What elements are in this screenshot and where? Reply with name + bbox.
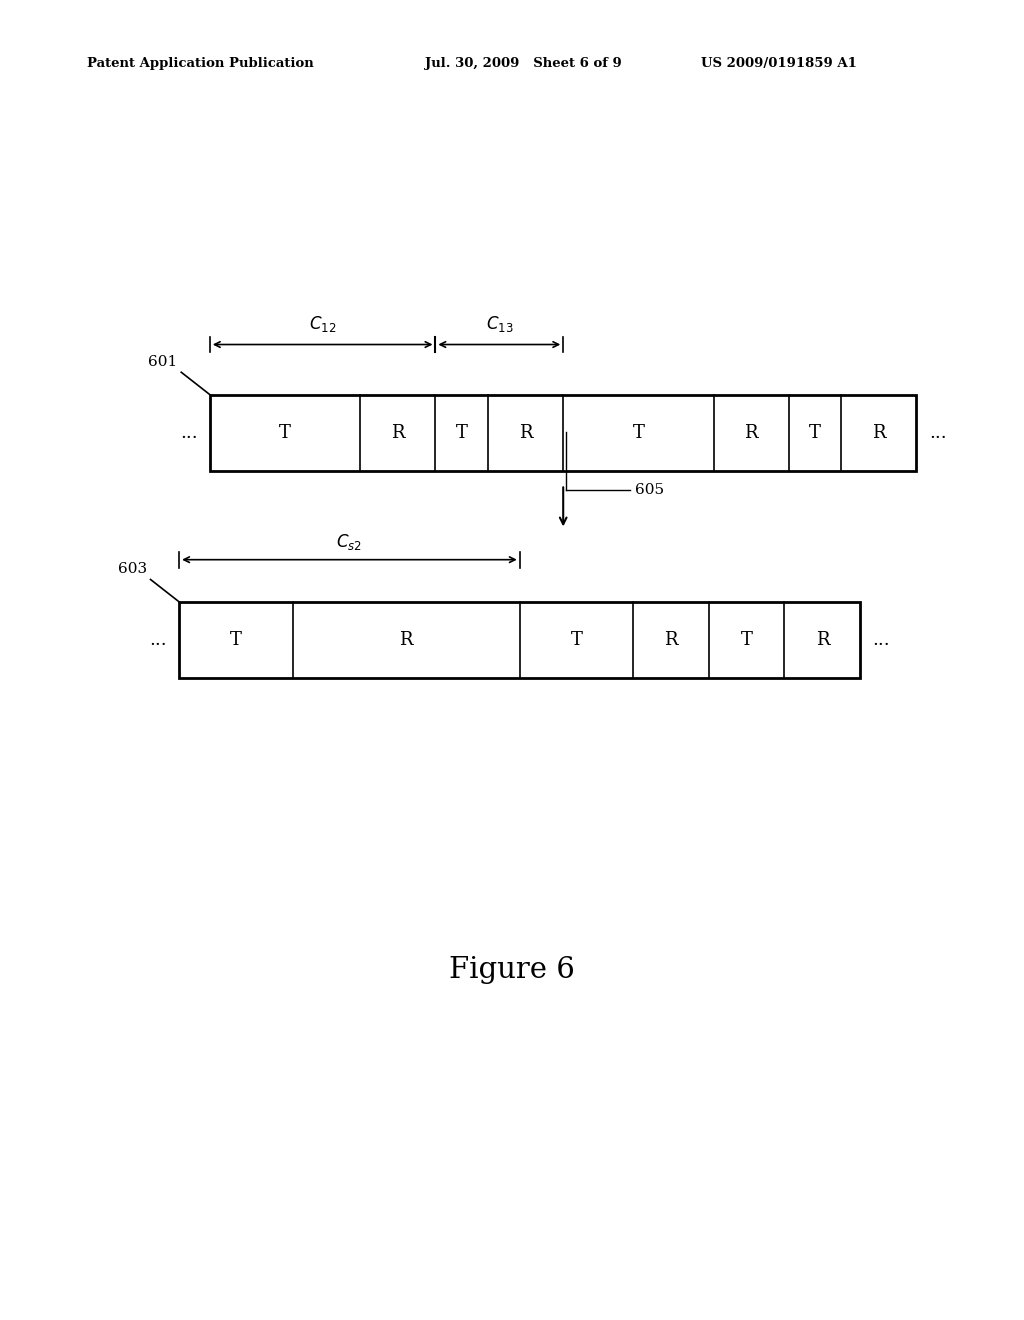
Text: R: R	[815, 631, 829, 649]
Text: 601: 601	[148, 355, 178, 368]
Text: R: R	[665, 631, 678, 649]
Text: Patent Application Publication: Patent Application Publication	[87, 57, 313, 70]
Text: R: R	[872, 424, 886, 442]
Text: 605: 605	[635, 483, 664, 498]
Text: T: T	[280, 424, 291, 442]
Text: R: R	[744, 424, 758, 442]
Text: T: T	[230, 631, 242, 649]
Text: T: T	[633, 424, 644, 442]
Text: Jul. 30, 2009   Sheet 6 of 9: Jul. 30, 2009 Sheet 6 of 9	[425, 57, 622, 70]
Text: ...: ...	[150, 631, 167, 649]
Text: ...: ...	[929, 424, 946, 442]
Text: 603: 603	[118, 562, 146, 576]
Text: $C_{13}$: $C_{13}$	[485, 314, 513, 334]
Text: T: T	[570, 631, 583, 649]
Text: ...: ...	[180, 424, 198, 442]
Text: T: T	[456, 424, 468, 442]
Text: US 2009/0191859 A1: US 2009/0191859 A1	[701, 57, 857, 70]
Text: T: T	[740, 631, 753, 649]
Text: $C_{s2}$: $C_{s2}$	[337, 532, 362, 552]
Text: Figure 6: Figure 6	[450, 956, 574, 985]
Text: R: R	[391, 424, 404, 442]
Text: T: T	[809, 424, 821, 442]
Text: R: R	[399, 631, 413, 649]
Text: $C_{12}$: $C_{12}$	[309, 314, 336, 334]
Bar	[179, 602, 860, 678]
Bar	[210, 395, 916, 471]
Text: ...: ...	[872, 631, 890, 649]
Text: R: R	[519, 424, 532, 442]
